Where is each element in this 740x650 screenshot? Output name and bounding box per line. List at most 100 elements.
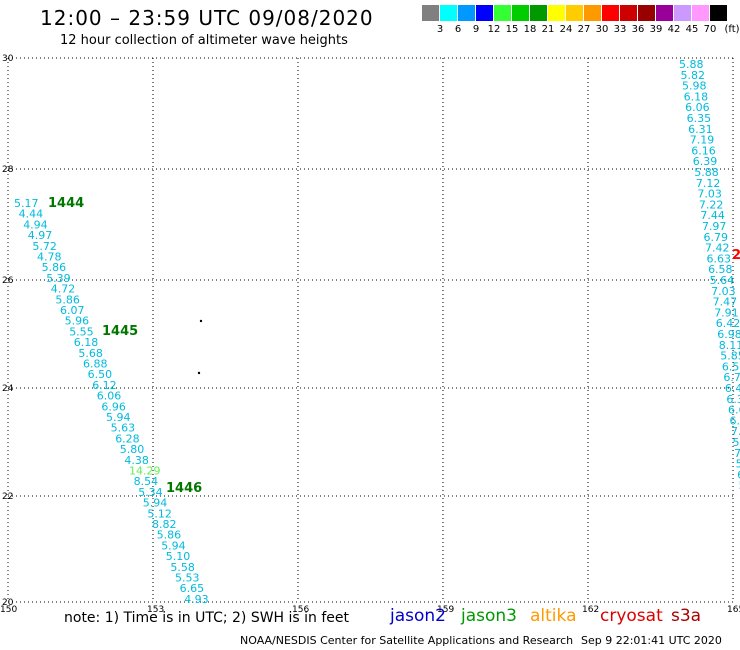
wave-height-value: 6.12 bbox=[92, 379, 117, 392]
scale-label: 18 bbox=[523, 24, 537, 35]
scale-label: 36 bbox=[631, 24, 645, 35]
wave-height-value: 6.63 bbox=[707, 252, 732, 265]
scale-swatch bbox=[476, 5, 493, 21]
wave-height-value: 6.18 bbox=[684, 90, 709, 103]
wave-height-value: 5.94 bbox=[161, 539, 186, 552]
wave-height-value: 5.8 bbox=[733, 436, 740, 449]
wave-height-value: 5.80 bbox=[120, 443, 145, 456]
wave-height-value: 4.93 bbox=[184, 593, 209, 606]
scale-swatch bbox=[620, 5, 637, 21]
wave-height-value: 6.28 bbox=[115, 432, 140, 445]
longitude-tick-label: 153 bbox=[147, 605, 164, 615]
scale-label: 42 bbox=[667, 24, 681, 35]
scale-swatch bbox=[512, 5, 529, 21]
wave-height-value: 6.64 bbox=[728, 404, 740, 417]
wave-height-value: 5.82 bbox=[681, 69, 706, 82]
scale-swatch bbox=[692, 5, 709, 21]
scale-swatch bbox=[440, 5, 457, 21]
wave-height-value: 5.88 bbox=[694, 166, 719, 179]
wave-height-value: 5.53 bbox=[175, 572, 200, 585]
wave-height-value: 7.03 bbox=[711, 285, 736, 298]
scale-label: 24 bbox=[559, 24, 573, 35]
longitude-tick-label: 150 bbox=[0, 605, 17, 615]
satellite-legend-item: jason2 bbox=[390, 606, 446, 626]
wave-height-value: 7.91 bbox=[714, 306, 739, 319]
pass-time-label: 2 bbox=[732, 248, 740, 263]
wave-height-value: 5.86 bbox=[42, 261, 67, 274]
scale-label: 70 bbox=[703, 24, 717, 35]
scale-label: 15 bbox=[505, 24, 519, 35]
wave-height-value: 5.94 bbox=[143, 497, 168, 510]
scale-swatch bbox=[548, 5, 565, 21]
wave-height-value: 5.17 bbox=[14, 197, 39, 210]
wave-height-value: 6.76 bbox=[723, 371, 740, 384]
footer-timestamp: Sep 9 22:01:41 UTC 2020 bbox=[581, 634, 722, 647]
longitude-tick-label: 159 bbox=[437, 605, 454, 615]
longitude-tick-label: 156 bbox=[292, 605, 309, 615]
wave-height-value: 4.44 bbox=[19, 208, 43, 221]
wave-height-value: 6.58 bbox=[708, 263, 733, 276]
wave-height-value: 6.49 bbox=[725, 382, 740, 395]
map-ticks: 150 153 156 159 162 165 30 28 26 24 22 20 bbox=[0, 54, 740, 615]
altimeter-tracks: 5.174.444.944.975.724.785.865.394.725.86… bbox=[14, 58, 740, 606]
scale-swatch bbox=[584, 5, 601, 21]
wave-height-value: 4.38 bbox=[124, 454, 148, 467]
wave-height-value: 5.63 bbox=[111, 422, 136, 435]
wave-height-value: 7.42 bbox=[705, 242, 730, 255]
wave-height-value: 6.07 bbox=[60, 304, 85, 317]
wave-height-value: 6.18 bbox=[74, 336, 99, 349]
wave-height-value: 5.58 bbox=[170, 561, 195, 574]
island-dot bbox=[199, 319, 203, 323]
wave-height-value: 5.64 bbox=[710, 274, 735, 287]
wave-height-value: 6.58 bbox=[722, 360, 740, 373]
wave-height-value: 6.31 bbox=[688, 123, 713, 136]
wave-height-value: 7.97 bbox=[702, 220, 727, 233]
wave-height-value: 6.06 bbox=[685, 101, 710, 114]
scale-label: 21 bbox=[541, 24, 555, 35]
scale-swatch bbox=[422, 5, 439, 21]
pass-time-label: 1444 bbox=[48, 196, 84, 211]
wave-height-value: 5.55 bbox=[69, 325, 94, 338]
map-grid bbox=[7, 57, 734, 603]
wave-height-value: 4.78 bbox=[37, 251, 62, 264]
wave-height-value: 5.68 bbox=[78, 347, 103, 360]
latitude-tick-label: 30 bbox=[2, 54, 14, 64]
wave-height-value: 6.65 bbox=[180, 582, 205, 595]
wave-height-value: 7.44 bbox=[700, 209, 725, 222]
wave-height-value: 5.10 bbox=[166, 550, 191, 563]
wave-height-value: 6.35 bbox=[687, 112, 712, 125]
satellite-legend-item: cryosat bbox=[600, 606, 663, 626]
satellite-legend-item: s3a bbox=[671, 606, 702, 626]
scale-label: 9 bbox=[472, 24, 480, 35]
pass-time-label: 1446 bbox=[166, 481, 202, 496]
map-subtitle: 12 hour collection of altimeter wave hei… bbox=[60, 33, 348, 48]
scale-swatch bbox=[566, 5, 583, 21]
latitude-tick-label: 22 bbox=[2, 492, 13, 502]
latitude-tick-label: 26 bbox=[2, 276, 14, 286]
wave-height-value: 6.9 bbox=[737, 468, 740, 481]
scale-label: 45 bbox=[685, 24, 699, 35]
wave-height-value: 5.0 bbox=[739, 479, 740, 492]
scale-label: 12 bbox=[487, 24, 501, 35]
wave-height-value: 6.79 bbox=[703, 231, 728, 244]
scale-label: 6 bbox=[454, 24, 462, 35]
pass-labels: 1444 1445 1446 2 bbox=[48, 196, 740, 496]
latitude-tick-label: 20 bbox=[2, 598, 14, 608]
wave-height-value: 6.50 bbox=[88, 368, 113, 381]
longitude-tick-label: 165 bbox=[727, 605, 740, 615]
island-dot bbox=[197, 371, 201, 375]
wave-height-value: 5.34 bbox=[138, 486, 163, 499]
wave-height-value: 5.8 bbox=[736, 458, 740, 471]
wave-height-value: 7.4 bbox=[734, 447, 740, 460]
scale-label: 30 bbox=[595, 24, 609, 35]
wave-height-value: 6.98 bbox=[717, 328, 740, 341]
scale-swatch bbox=[656, 5, 673, 21]
latitude-tick-label: 28 bbox=[2, 165, 14, 175]
wave-height-value: 5.86 bbox=[55, 293, 80, 306]
wave-height-value: 8.54 bbox=[134, 475, 159, 488]
wave-height-value: 6.88 bbox=[83, 358, 108, 371]
wave-height-value: 6.06 bbox=[97, 390, 122, 403]
wave-height-value: 5.12 bbox=[147, 507, 172, 520]
scale-label: 33 bbox=[613, 24, 627, 35]
wave-height-value: 14.29 bbox=[129, 465, 161, 478]
